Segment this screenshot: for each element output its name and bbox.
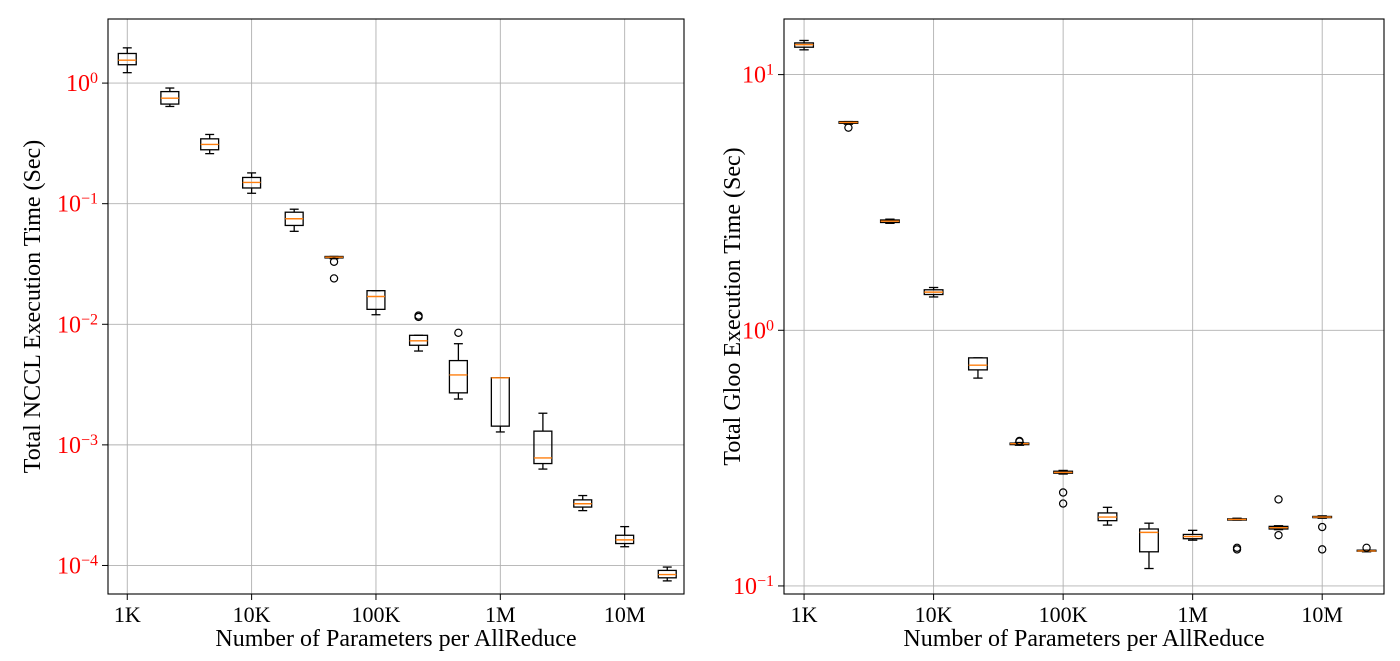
x-tick-label: 100K (352, 602, 401, 627)
x-axis-label: Number of Parameters per AllReduce (215, 626, 576, 652)
iqr-box (117, 52, 137, 66)
x-tick-label: 10M (1301, 602, 1343, 627)
iqr-box (967, 357, 988, 371)
y-axis-label: Total Gloo Execution Time (Sec) (720, 147, 746, 465)
y-tick-exponent: −1 (757, 572, 774, 589)
outlier-point (1362, 543, 1371, 552)
x-tick-label: 1M (485, 602, 516, 627)
iqr-box (448, 359, 468, 394)
x-tick-label: 100K (1039, 602, 1088, 627)
y-tick-label: 10−2 (57, 311, 98, 339)
outlier-point (1232, 545, 1242, 554)
x-tick-label: 1M (1177, 602, 1208, 627)
outlier-point (1274, 530, 1283, 540)
y-tick-exponent: 0 (90, 70, 98, 87)
axes-frame (783, 18, 1385, 595)
box-plot-4 (923, 286, 944, 298)
box-plot-3 (200, 133, 220, 155)
box-plot-5 (967, 357, 988, 379)
y-tick-exponent: −4 (81, 552, 98, 569)
y-tick-base: 10 (57, 192, 81, 218)
y-tick-label: 100 (66, 70, 98, 98)
box-plot-11 (533, 412, 553, 470)
outlier-point (1317, 522, 1327, 532)
y-tick-label: 10−1 (57, 190, 98, 218)
outlier-point (329, 274, 339, 283)
y-tick-label: 10−4 (57, 552, 98, 580)
box-plot-7 (366, 290, 386, 316)
box-plot-6 (1009, 436, 1030, 446)
outlier-point (844, 123, 853, 132)
y-tick-exponent: −1 (81, 190, 98, 207)
outlier-point (1274, 495, 1283, 504)
y-tick-label: 100 (742, 317, 774, 345)
y-tick-label: 101 (742, 61, 774, 89)
box-plot-10 (1182, 529, 1203, 541)
box-plot-2 (160, 87, 180, 108)
x-tick-label: 10K (233, 602, 271, 627)
outlier-point (329, 257, 339, 266)
y-tick-base: 10 (742, 63, 766, 89)
y-tick-base: 10 (57, 553, 81, 579)
box-plot-13 (615, 525, 635, 548)
y-axis-label: Total NCCL Execution Time (Sec) (20, 140, 46, 473)
box-plot-13 (1312, 515, 1333, 554)
iqr-box (533, 430, 553, 465)
outlier-point (454, 328, 463, 337)
box-plot-9 (448, 328, 468, 400)
box-plot-5 (284, 208, 304, 232)
box-plot-4 (242, 172, 262, 194)
box-plot-12 (573, 494, 593, 512)
box-plot-3 (879, 218, 900, 224)
box-plot-1 (794, 39, 815, 51)
box-plot-8 (408, 311, 429, 352)
box-plot-14 (1356, 543, 1377, 553)
y-tick-base: 10 (57, 312, 81, 338)
axes-frame (107, 18, 685, 595)
y-tick-exponent: −2 (81, 311, 98, 328)
y-tick-base: 10 (733, 574, 757, 600)
y-tick-base: 10 (742, 318, 766, 344)
box-plot-1 (117, 47, 137, 74)
box-plot-2 (838, 120, 859, 132)
box-plot-7 (1053, 469, 1074, 508)
y-tick-label: 10−3 (57, 431, 98, 459)
y-tick-exponent: 0 (766, 317, 774, 334)
outlier-point (1058, 488, 1068, 497)
chart-panel-1: 1K 10K 100K 1M 10M10010−110−210−310−4Number … (20, 18, 685, 652)
box-plot-14 (657, 566, 677, 582)
outlier-point (1058, 499, 1068, 508)
box-plot-9 (1139, 522, 1159, 570)
x-tick-label: 1K (114, 602, 141, 627)
outlier-point (414, 311, 423, 320)
y-tick-base: 10 (66, 71, 90, 97)
x-axis-label: Number of Parameters per AllReduce (903, 626, 1264, 652)
outlier-point (1015, 436, 1024, 446)
y-tick-base: 10 (57, 433, 81, 459)
y-tick-exponent: 1 (766, 61, 774, 78)
iqr-box (366, 290, 386, 310)
box-plot-8 (1097, 506, 1118, 526)
box-plot-10 (490, 377, 510, 433)
x-tick-label: 10M (604, 602, 646, 627)
outlier-point (1317, 545, 1327, 554)
x-tick-label: 1K (791, 602, 818, 627)
box-plot-11 (1227, 517, 1247, 554)
box-plot-12 (1268, 495, 1289, 540)
y-tick-label: 10−1 (733, 572, 774, 600)
x-tick-label: 10K (915, 602, 953, 627)
box-plot-6 (324, 255, 344, 283)
y-tick-exponent: −3 (81, 431, 98, 448)
iqr-box (1139, 528, 1159, 553)
